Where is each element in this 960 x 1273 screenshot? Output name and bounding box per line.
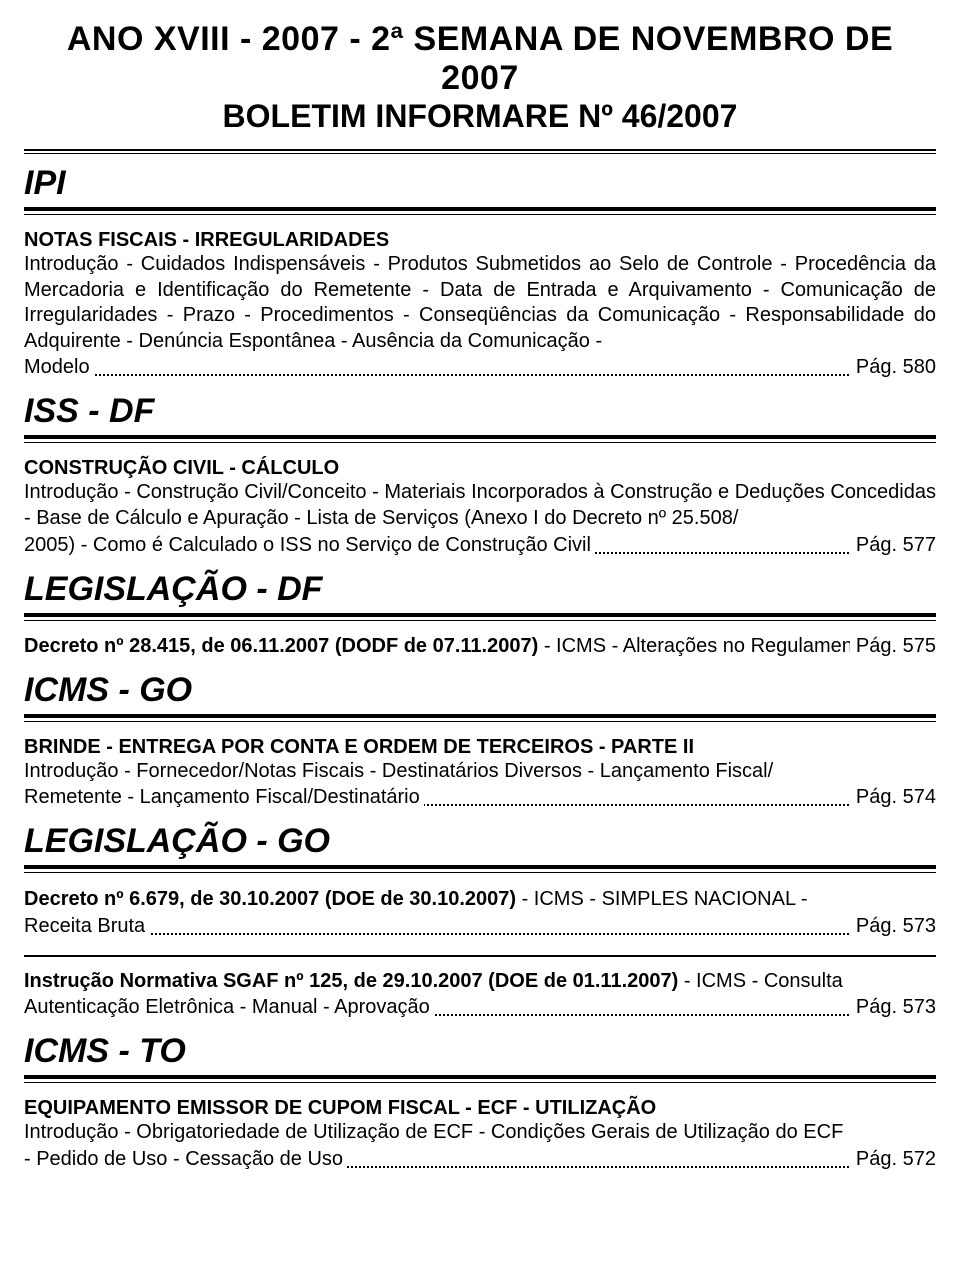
section-heading: ICMS - GO bbox=[24, 671, 936, 710]
section-double-rule bbox=[24, 435, 936, 443]
leader-dots bbox=[24, 933, 936, 935]
leader-prefix: Remetente - Lançamento Fiscal/Destinatár… bbox=[24, 786, 424, 809]
leader-prefix: 2005) - Como é Calculado o ISS no Serviç… bbox=[24, 534, 595, 557]
entry: CONSTRUÇÃO CIVIL - CÁLCULOIntrodução - C… bbox=[24, 457, 936, 559]
page-ref: Pág. 580 bbox=[850, 356, 936, 379]
leader-prefix: Autenticação Eletrônica - Manual - Aprov… bbox=[24, 996, 434, 1019]
page-ref: Pág. 577 bbox=[850, 534, 936, 557]
section-heading: ISS - DF bbox=[24, 392, 936, 431]
section-heading: ICMS - TO bbox=[24, 1032, 936, 1071]
section-heading: IPI bbox=[24, 164, 936, 203]
leader-prefix: - Pedido de Uso - Cessação de Uso bbox=[24, 1148, 347, 1171]
section-double-rule bbox=[24, 207, 936, 215]
section-heading: LEGISLAÇÃO - GO bbox=[24, 822, 936, 861]
leader-line: Remetente - Lançamento Fiscal/Destinatár… bbox=[24, 786, 936, 812]
page-ref: Pág. 575 bbox=[850, 635, 936, 658]
section-double-rule bbox=[24, 613, 936, 621]
entry: NOTAS FISCAIS - IRREGULARIDADESIntroduçã… bbox=[24, 229, 936, 382]
entry-body: Introdução - Fornecedor/Notas Fiscais - … bbox=[24, 759, 936, 785]
entry: EQUIPAMENTO EMISSOR DE CUPOM FISCAL - EC… bbox=[24, 1097, 936, 1174]
entry-bold-prefix: Instrução Normativa SGAF nº 125, de 29.1… bbox=[24, 970, 678, 992]
entry-rest: - ICMS - SIMPLES NACIONAL - bbox=[516, 888, 808, 910]
header-line1: ANO XVIII - 2007 - 2ª SEMANA DE NOVEMBRO… bbox=[24, 20, 936, 98]
leader-prefix: Modelo bbox=[24, 356, 94, 379]
leader-prefix: Receita Bruta bbox=[24, 915, 149, 938]
leader-line: 2005) - Como é Calculado o ISS no Serviç… bbox=[24, 534, 936, 560]
section-double-rule bbox=[24, 714, 936, 722]
section-double-rule bbox=[24, 865, 936, 873]
leader-line: Decreto nº 28.415, de 06.11.2007 (DODF d… bbox=[24, 635, 936, 661]
page-ref: Pág. 573 bbox=[850, 996, 936, 1019]
leader-dots bbox=[24, 374, 936, 376]
entry-title: CONSTRUÇÃO CIVIL - CÁLCULO bbox=[24, 457, 936, 480]
page-ref: Pág. 574 bbox=[850, 786, 936, 809]
leader-line: Autenticação Eletrônica - Manual - Aprov… bbox=[24, 996, 936, 1022]
header-rule-bottom bbox=[24, 153, 936, 154]
entry-title: EQUIPAMENTO EMISSOR DE CUPOM FISCAL - EC… bbox=[24, 1097, 936, 1120]
header-line2: BOLETIM INFORMARE Nº 46/2007 bbox=[24, 98, 936, 135]
entry-line: Decreto nº 6.679, de 30.10.2007 (DOE de … bbox=[24, 887, 936, 913]
entry-title: BRINDE - ENTREGA POR CONTA E ORDEM DE TE… bbox=[24, 736, 936, 759]
entry-body: Introdução - Obrigatoriedade de Utilizaç… bbox=[24, 1120, 936, 1146]
entry-bold-prefix: Decreto nº 6.679, de 30.10.2007 (DOE de … bbox=[24, 888, 516, 910]
leader-prefix: Decreto nº 28.415, de 06.11.2007 (DODF d… bbox=[24, 635, 874, 658]
entry-line: Instrução Normativa SGAF nº 125, de 29.1… bbox=[24, 969, 936, 995]
entry: Instrução Normativa SGAF nº 125, de 29.1… bbox=[24, 969, 936, 1023]
section-double-rule bbox=[24, 1075, 936, 1083]
entry-bold-prefix: Decreto nº 28.415, de 06.11.2007 (DODF d… bbox=[24, 635, 538, 657]
header-rule-top bbox=[24, 149, 936, 151]
entry-body: Introdução - Cuidados Indispensáveis - P… bbox=[24, 252, 936, 354]
entry-separator-rule bbox=[24, 955, 936, 957]
page-ref: Pág. 573 bbox=[850, 915, 936, 938]
entry-body: Introdução - Construção Civil/Conceito -… bbox=[24, 480, 936, 531]
section-heading: LEGISLAÇÃO - DF bbox=[24, 570, 936, 609]
leader-line: Modelo Pág. 580 bbox=[24, 356, 936, 382]
leader-line: - Pedido de Uso - Cessação de Uso Pág. 57… bbox=[24, 1148, 936, 1174]
entry: BRINDE - ENTREGA POR CONTA E ORDEM DE TE… bbox=[24, 736, 936, 813]
leader-line: Receita Bruta Pág. 573 bbox=[24, 915, 936, 941]
entry: Decreto nº 28.415, de 06.11.2007 (DODF d… bbox=[24, 635, 936, 661]
entry: Decreto nº 6.679, de 30.10.2007 (DOE de … bbox=[24, 887, 936, 941]
entry-rest: - ICMS - Consulta bbox=[678, 970, 842, 992]
entry-title: NOTAS FISCAIS - IRREGULARIDADES bbox=[24, 229, 936, 252]
page-ref: Pág. 572 bbox=[850, 1148, 936, 1171]
